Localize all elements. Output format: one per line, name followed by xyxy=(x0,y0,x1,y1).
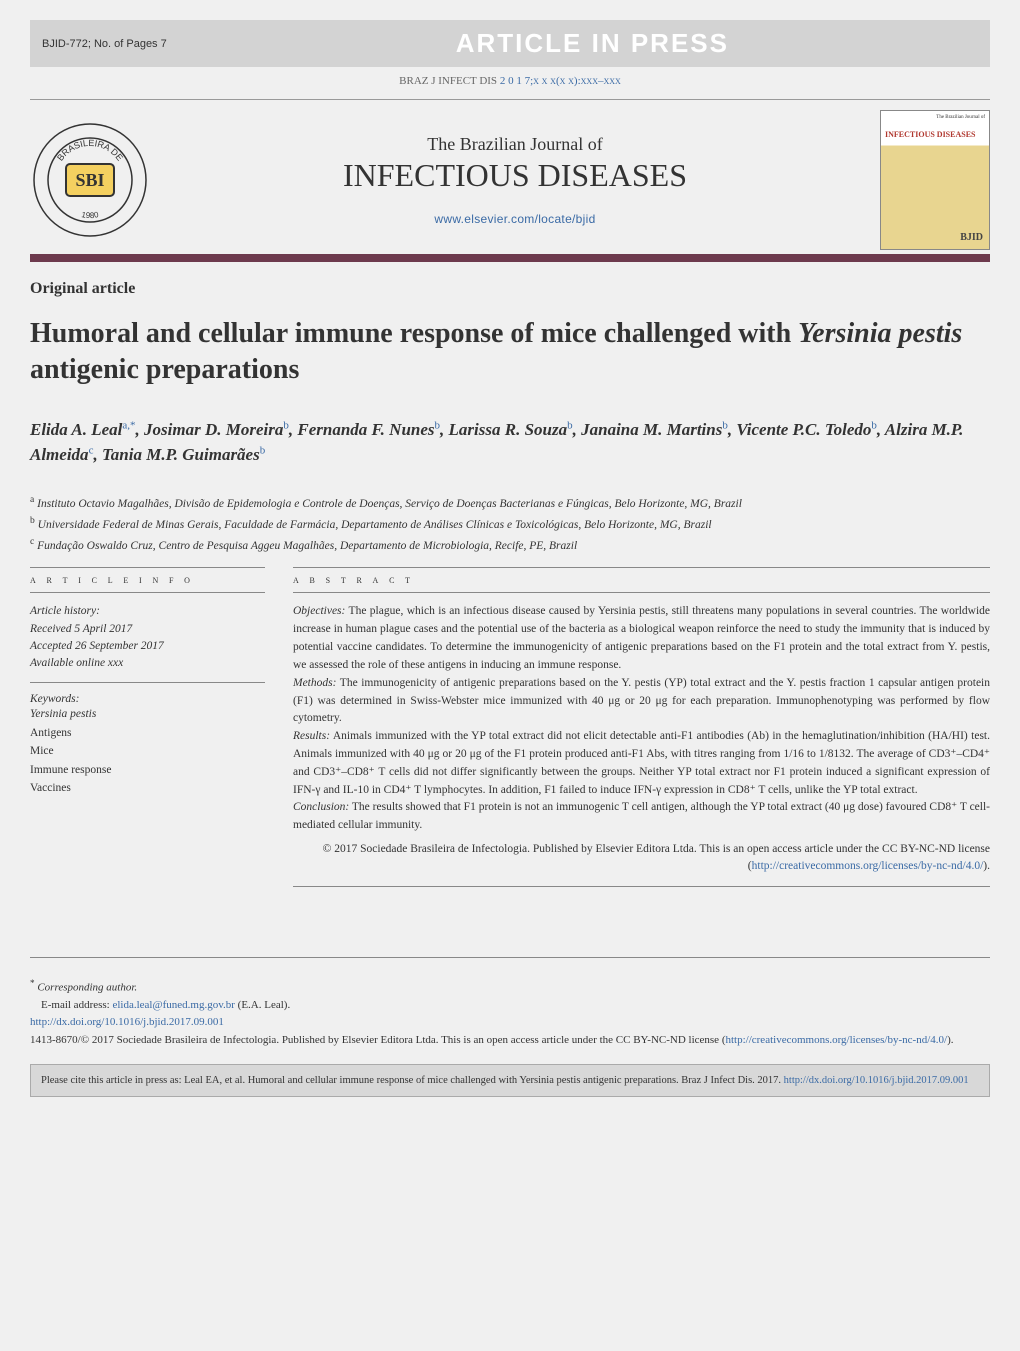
article-info-col: a r t i c l e i n f o Article history: R… xyxy=(30,567,265,896)
svg-text:SBI: SBI xyxy=(75,170,104,190)
methods-label: Methods: xyxy=(293,677,336,689)
journal-url[interactable]: www.elsevier.com/locate/bjid xyxy=(170,212,860,226)
kw-1: Antigens xyxy=(30,724,265,742)
methods-text: The immunogenicity of antigenic preparat… xyxy=(293,677,990,725)
ref-id: BJID-772; No. of Pages 7 xyxy=(42,38,167,50)
conclusion-label: Conclusion: xyxy=(293,801,349,813)
footer-license-link[interactable]: http://creativecommons.org/licenses/by-n… xyxy=(725,1034,947,1046)
doi-link[interactable]: http://dx.doi.org/10.1016/j.bjid.2017.09… xyxy=(30,1016,224,1028)
thick-rule xyxy=(30,254,990,262)
cit-prefix: BRAZ J INFECT DIS xyxy=(399,75,500,87)
keywords-label: Keywords: xyxy=(30,693,265,705)
author-1: Josimar D. Moreirab xyxy=(144,420,289,439)
abstract-body: Objectives: The plague, which is an infe… xyxy=(293,603,990,875)
received: Received 5 April 2017 xyxy=(30,621,265,638)
svg-text:1980: 1980 xyxy=(81,210,100,220)
author-4: Janaina M. Martinsb xyxy=(581,420,728,439)
aff-b: b Universidade Federal de Minas Gerais, … xyxy=(30,513,990,534)
title-species: Yersinia pestis xyxy=(798,318,962,349)
aff-a: a Instituto Octavio Magalhães, Divisão d… xyxy=(30,492,990,513)
author-5: Vicente P.C. Toledob xyxy=(736,420,877,439)
article-in-press-banner: ARTICLE IN PRESS xyxy=(207,28,978,59)
conclusion-text: The results showed that F1 protein is no… xyxy=(293,801,990,831)
keywords-list: Yersinia pestis Antigens Mice Immune res… xyxy=(30,705,265,797)
masthead: BRASILEIRA DE 1980 SBI The Brazilian Jou… xyxy=(30,100,990,254)
cover-inf: INFECTIOUS DISEASES xyxy=(885,130,985,139)
affiliations: a Instituto Octavio Magalhães, Divisão d… xyxy=(30,492,990,556)
citation-box: Please cite this article in press as: Le… xyxy=(30,1064,990,1098)
citebox-text: Please cite this article in press as: Le… xyxy=(41,1075,784,1086)
history-label: Article history: xyxy=(30,603,265,620)
svg-text:BRASILEIRA DE: BRASILEIRA DE xyxy=(55,138,125,163)
kw-4: Vaccines xyxy=(30,779,265,797)
aff-c: c Fundação Oswaldo Cruz, Centro de Pesqu… xyxy=(30,534,990,555)
top-bar: BJID-772; No. of Pages 7 ARTICLE IN PRES… xyxy=(30,20,990,67)
article-type: Original article xyxy=(30,280,990,298)
kw-2: Mice xyxy=(30,742,265,760)
corresponding-author: * Corresponding author. E-mail address: … xyxy=(30,976,990,1050)
results-label: Results: xyxy=(293,730,330,742)
journal-subhead: The Brazilian Journal of xyxy=(170,134,860,155)
article-history: Article history: Received 5 April 2017 A… xyxy=(30,603,265,672)
license-link[interactable]: http://creativecommons.org/licenses/by-n… xyxy=(752,860,984,872)
cover-thumbnail: The Brazilian Journal of INFECTIOUS DISE… xyxy=(880,110,990,250)
cit-year: 2 0 1 7; xyxy=(500,75,533,87)
author-3: Larissa R. Souzab xyxy=(449,420,573,439)
kw-0: Yersinia pestis xyxy=(30,705,265,723)
cover-tag: BJID xyxy=(960,232,983,243)
journal-title-block: The Brazilian Journal of INFECTIOUS DISE… xyxy=(170,134,860,226)
authors: Elida A. Leala,*, Josimar D. Moreirab, F… xyxy=(30,417,990,468)
author-0: Elida A. Leala,* xyxy=(30,420,136,439)
license-close: ). xyxy=(983,860,990,872)
title-prefix: Humoral and cellular immune response of … xyxy=(30,318,798,349)
objectives-label: Objectives: xyxy=(293,605,345,617)
sbi-logo: BRASILEIRA DE 1980 SBI xyxy=(30,120,150,240)
results-text: Animals immunized with the YP total extr… xyxy=(293,730,990,795)
divider xyxy=(30,957,990,958)
abstract-heading: a b s t r a c t xyxy=(293,567,990,593)
cover-small: The Brazilian Journal of xyxy=(885,115,985,120)
cit-vol: x x x(x x) xyxy=(533,75,577,87)
accepted: Accepted 26 September 2017 xyxy=(30,638,265,655)
footer-copyright: 1413-8670/© 2017 Sociedade Brasileira de… xyxy=(30,1032,990,1050)
citebox-doi-link[interactable]: http://dx.doi.org/10.1016/j.bjid.2017.09… xyxy=(784,1075,969,1086)
divider xyxy=(30,682,265,683)
author-7: Tania M.P. Guimarãesb xyxy=(102,445,265,464)
two-column-block: a r t i c l e i n f o Article history: R… xyxy=(30,567,990,896)
abstract-copyright: © 2017 Sociedade Brasileira de Infectolo… xyxy=(293,841,990,876)
corresp-line: * Corresponding author. xyxy=(30,976,990,997)
objectives-text: The plague, which is an infectious disea… xyxy=(293,605,990,670)
abstract-col: a b s t r a c t Objectives: The plague, … xyxy=(293,567,990,896)
email-line: E-mail address: elida.leal@funed.mg.gov.… xyxy=(30,997,990,1015)
email-link[interactable]: elida.leal@funed.mg.gov.br xyxy=(112,999,234,1011)
cit-suffix: :xxx–xxx xyxy=(578,75,621,87)
article-info-heading: a r t i c l e i n f o xyxy=(30,567,265,593)
author-2: Fernanda F. Nunesb xyxy=(297,420,440,439)
article-title: Humoral and cellular immune response of … xyxy=(30,316,990,389)
running-citation: BRAZ J INFECT DIS 2 0 1 7;x x x(x x):xxx… xyxy=(30,67,990,95)
kw-3: Immune response xyxy=(30,761,265,779)
title-suffix: antigenic preparations xyxy=(30,354,299,385)
journal-name: INFECTIOUS DISEASES xyxy=(170,157,860,194)
online: Available online xxx xyxy=(30,655,265,672)
divider xyxy=(293,886,990,887)
